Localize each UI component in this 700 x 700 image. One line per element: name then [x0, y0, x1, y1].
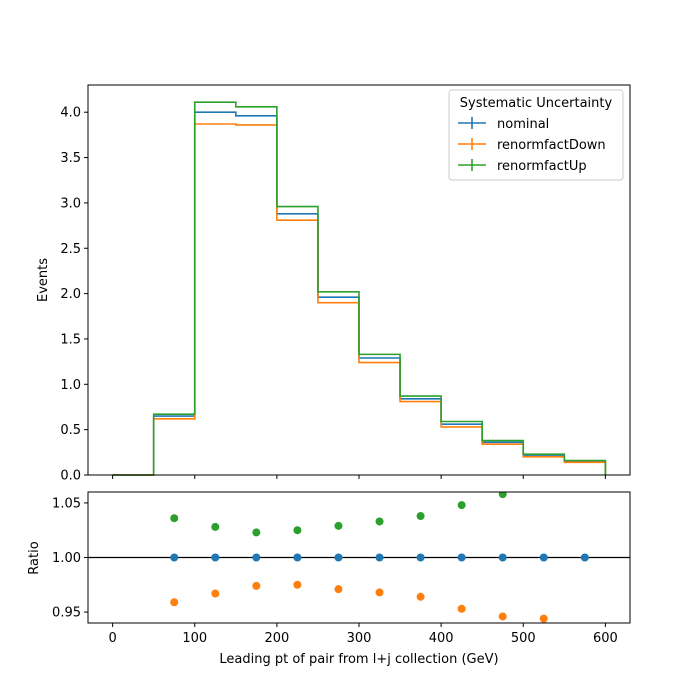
- ratio-point-renormfactup: [416, 512, 425, 521]
- legend: Systematic Uncertainty nominal renormfac…: [448, 89, 624, 181]
- ratio-point-renormfactup: [170, 514, 179, 523]
- legend-entry-renormfactup: renormfactUp: [458, 159, 587, 174]
- main-panel: 0.0 0.5 1.0 1.5 2.0 2.5 3.0 3.5 4.0 Events Syste…: [36, 84, 631, 484]
- ratio-point-nominal: [293, 553, 302, 562]
- x-axis-label: Leading pt of pair from l+j collection (…: [219, 652, 498, 667]
- ratio-point-nominal: [580, 553, 589, 562]
- x-tick-label: 300: [347, 631, 372, 646]
- main-y-axis-label: Events: [36, 258, 51, 302]
- main-y-tick-label: 0.5: [60, 423, 81, 438]
- legend-entry-nominal: nominal: [458, 117, 549, 132]
- ratio-point-nominal: [416, 553, 425, 562]
- main-y-tick-label: 2.0: [60, 287, 81, 302]
- ratio-point-renormfactdown: [293, 580, 302, 589]
- ratio-y-axis-label: Ratio: [27, 541, 42, 574]
- ratio-y-axis-ticks: 0.95 1.00 1.05: [52, 496, 88, 621]
- ratio-point-renormfactdown: [498, 612, 507, 621]
- ratio-x-axis-ticks: 0 100 200 300 400 500 600: [108, 623, 618, 646]
- main-y-tick-label: 2.5: [60, 242, 81, 257]
- ratio-point-nominal: [539, 553, 548, 562]
- ratio-point-renormfactdown: [539, 614, 548, 623]
- ratio-point-nominal: [457, 553, 466, 562]
- ratio-y-tick-label: 1.05: [52, 496, 81, 511]
- ratio-point-renormfactup: [334, 521, 343, 530]
- ratio-point-renormfactdown: [334, 585, 343, 594]
- x-tick-label: 0: [108, 631, 116, 646]
- main-y-tick-label: 0.0: [60, 469, 81, 484]
- ratio-point-nominal: [375, 553, 384, 562]
- legend-label-renormfactdown: renormfactDown: [497, 138, 606, 153]
- legend-label-renormfactup: renormfactUp: [497, 159, 587, 174]
- main-y-tick-label: 4.0: [60, 106, 81, 121]
- main-y-tick-label: 3.5: [60, 151, 81, 166]
- ratio-point-renormfactdown: [457, 604, 466, 613]
- ratio-point-nominal: [498, 553, 507, 562]
- ratio-point-nominal: [211, 553, 220, 562]
- ratio-point-renormfactup: [457, 501, 466, 510]
- ratio-point-renormfactup: [498, 492, 507, 499]
- x-tick-label: 500: [511, 631, 536, 646]
- ratio-point-renormfactup: [375, 517, 384, 526]
- ratio-point-renormfactdown: [252, 581, 261, 590]
- legend-label-nominal: nominal: [497, 117, 549, 132]
- legend-entry-renormfactdown: renormfactDown: [458, 138, 606, 153]
- ratio-point-nominal: [252, 553, 261, 562]
- ratio-points: [88, 492, 630, 623]
- ratio-point-nominal: [170, 553, 179, 562]
- histogram-line-renormfactup: [112, 101, 607, 476]
- main-y-tick-label: 3.0: [60, 196, 81, 211]
- ratio-y-tick-label: 0.95: [52, 606, 81, 621]
- ratio-point-nominal: [334, 553, 343, 562]
- x-tick-label: 100: [182, 631, 207, 646]
- ratio-point-renormfactup: [252, 528, 261, 537]
- main-histogram-series: [112, 101, 607, 476]
- ratio-y-tick-label: 1.00: [52, 551, 81, 566]
- legend-box: [448, 89, 624, 181]
- main-y-tick-label: 1.0: [60, 378, 81, 393]
- ratio-panel: 0.95 1.00 1.05 0 100 200 300 400 500 600 Ratio L…: [27, 491, 631, 667]
- main-y-tick-label: 1.5: [60, 332, 81, 347]
- ratio-point-renormfactdown: [211, 589, 220, 598]
- main-y-axis-ticks: 0.0 0.5 1.0 1.5 2.0 2.5 3.0 3.5 4.0: [60, 106, 606, 484]
- ratio-point-renormfactdown: [375, 588, 384, 597]
- ratio-point-renormfactup: [293, 526, 302, 535]
- x-tick-label: 200: [264, 631, 289, 646]
- x-tick-label: 600: [593, 631, 618, 646]
- legend-title: Systematic Uncertainty: [460, 96, 613, 111]
- x-tick-label: 400: [429, 631, 454, 646]
- ratio-point-renormfactdown: [170, 598, 179, 607]
- ratio-point-renormfactdown: [416, 592, 425, 601]
- ratio-point-renormfactup: [211, 522, 220, 531]
